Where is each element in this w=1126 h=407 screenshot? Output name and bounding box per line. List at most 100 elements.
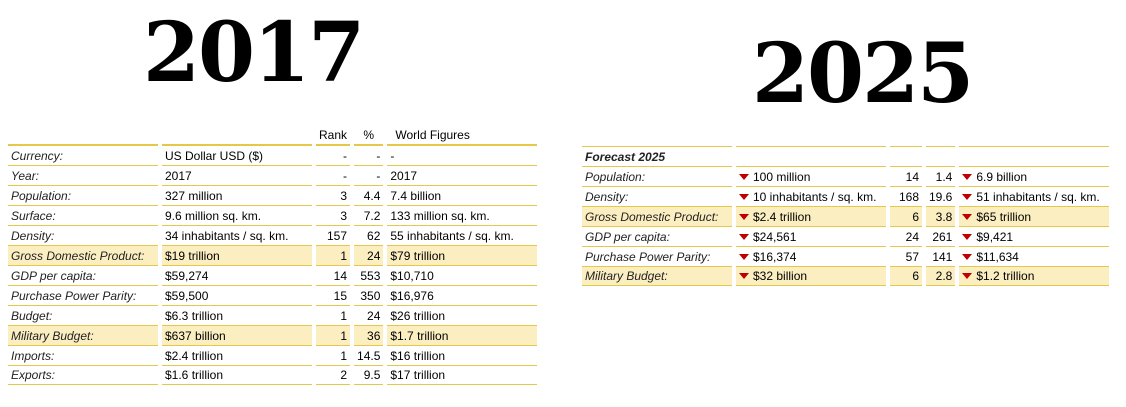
- row-percent: 9.5: [354, 365, 384, 385]
- row-label: Surface:: [8, 205, 158, 225]
- row-world-figure: $65 trillion: [959, 206, 1110, 226]
- row-label: Density:: [8, 225, 158, 245]
- row-value: $32 billion: [736, 266, 886, 286]
- row-world-figure-text: $1.2 trillion: [976, 269, 1035, 283]
- row-label: Military Budget:: [8, 325, 158, 345]
- row-value: $637 billion: [162, 325, 312, 345]
- row-rank: 14: [316, 265, 351, 285]
- table-row: GDP per capita: $59,274 14 553 $10,710: [8, 265, 538, 285]
- row-world-figure-text: $11,634: [976, 249, 1019, 264]
- row-rank: 57: [890, 246, 922, 266]
- row-label: Currency:: [8, 145, 158, 165]
- row-percent: -: [354, 165, 384, 185]
- row-label: Purchase Power Parity:: [8, 285, 158, 305]
- row-rank: 6: [890, 206, 922, 226]
- row-value: 327 million: [162, 185, 312, 205]
- row-label: Imports:: [8, 345, 158, 365]
- down-arrow-icon: [739, 273, 749, 279]
- row-percent: 24: [354, 305, 384, 325]
- row-label: Year:: [8, 165, 158, 185]
- forecast-title: Forecast 2025: [582, 146, 732, 166]
- row-world-figure: 2017: [387, 165, 538, 185]
- row-value: 9.6 million sq. km.: [162, 205, 312, 225]
- row-world-figure: $17 trillion: [387, 365, 538, 385]
- header-pct: %: [354, 125, 384, 145]
- table-row: Population: 327 million 3 4.4 7.4 billion: [8, 185, 538, 205]
- row-rank: 1: [316, 305, 351, 325]
- row-percent: 141: [926, 246, 956, 266]
- row-label: Population:: [582, 166, 732, 186]
- down-arrow-icon: [962, 253, 973, 260]
- row-rank: 1: [316, 325, 351, 345]
- row-value: 10 inhabitants / sq. km.: [736, 186, 886, 206]
- row-label: Gross Domestic Product:: [582, 206, 732, 226]
- row-value-text: $24,561: [753, 229, 797, 244]
- row-value: 34 inhabitants / sq. km.: [162, 225, 312, 245]
- row-percent: 350: [354, 285, 384, 305]
- table-row: Population: 100 million 14 1.4 6.9 billion: [582, 166, 1110, 186]
- table-row: Imports: $2.4 trillion 1 14.5 $16 trillion: [8, 345, 538, 365]
- row-world-figure: -: [387, 145, 538, 165]
- down-arrow-icon: [739, 213, 749, 220]
- row-percent: 2.8: [926, 266, 956, 286]
- table-2025: Forecast 2025 Population: 100 million 14 1.…: [578, 146, 1113, 286]
- row-rank: 24: [890, 226, 922, 246]
- row-value: $2.4 trillion: [162, 345, 312, 365]
- row-label: Gross Domestic Product:: [8, 245, 158, 265]
- row-rank: -: [316, 145, 351, 165]
- row-rank: 157: [316, 225, 351, 245]
- row-world-figure: $1.7 trillion: [387, 325, 538, 345]
- row-value: $6.3 trillion: [162, 305, 312, 325]
- row-world-figure-text: $65 trillion: [976, 209, 1032, 224]
- row-value: $1.6 trillion: [162, 365, 312, 385]
- row-world-figure: $1.2 trillion: [959, 266, 1110, 286]
- row-world-figure-text: $9,421: [976, 229, 1014, 244]
- year-heading-2025: 2025: [752, 26, 974, 122]
- row-world-figure: 55 inhabitants / sq. km.: [387, 225, 538, 245]
- row-percent: 553: [354, 265, 384, 285]
- row-percent: 24: [354, 245, 384, 265]
- forecast-title-row: Forecast 2025: [582, 146, 1110, 166]
- row-value: $59,500: [162, 285, 312, 305]
- row-label: Purchase Power Parity:: [582, 246, 732, 266]
- header-rank: Rank: [316, 125, 351, 145]
- row-value: US Dollar USD ($): [162, 145, 312, 165]
- down-arrow-icon: [739, 193, 749, 200]
- row-rank: 6: [890, 266, 922, 286]
- row-label: Exports:: [8, 365, 158, 385]
- row-world-figure: 7.4 billion: [387, 185, 538, 205]
- table-row: Purchase Power Parity: $59,500 15 350 $16,97…: [8, 285, 538, 305]
- row-value: $16,374: [736, 246, 886, 266]
- row-label: Density:: [582, 186, 732, 206]
- header-label: [8, 125, 158, 145]
- down-arrow-icon: [962, 233, 973, 240]
- row-label: Population:: [8, 185, 158, 205]
- down-arrow-icon: [739, 253, 749, 260]
- table-row: Budget: $6.3 trillion 1 24 $26 trillion: [8, 305, 538, 325]
- row-percent: 261: [926, 226, 956, 246]
- row-value-text: $32 billion: [753, 269, 808, 283]
- row-rank: 15: [316, 285, 351, 305]
- row-percent: 62: [354, 225, 384, 245]
- table-row: GDP per capita: $24,561 24 261 $9,421: [582, 226, 1110, 246]
- row-rank: 2: [316, 365, 351, 385]
- row-percent: 19.6: [926, 186, 956, 206]
- row-percent: 14.5: [354, 345, 384, 365]
- row-world-figure: $16,976: [387, 285, 538, 305]
- year-heading-2017: 2017: [143, 5, 365, 101]
- table-row: Density: 10 inhabitants / sq. km. 168 19.6 5…: [582, 186, 1110, 206]
- table-row: Purchase Power Parity: $16,374 57 141 $11,63…: [582, 246, 1110, 266]
- table-row: Military Budget: $32 billion 6 2.8 $1.2 tril…: [582, 266, 1110, 286]
- row-value: $59,274: [162, 265, 312, 285]
- row-value-text: 100 million: [753, 169, 811, 184]
- row-percent: 36: [354, 325, 384, 345]
- down-arrow-icon: [962, 273, 973, 279]
- row-value: 2017: [162, 165, 312, 185]
- table-row: Year: 2017- -2017: [8, 165, 538, 185]
- row-world-figure: $26 trillion: [387, 305, 538, 325]
- row-world-figure: $10,710: [387, 265, 538, 285]
- table-row: Gross Domestic Product: $2.4 trillion 6 3.8…: [582, 206, 1110, 226]
- table-row: Surface: 9.6 million sq. km. 3 7.2 133 milli…: [8, 205, 538, 225]
- table-2017: Rank % World Figures Currency: US Dollar …: [4, 125, 541, 385]
- row-value: $24,561: [736, 226, 886, 246]
